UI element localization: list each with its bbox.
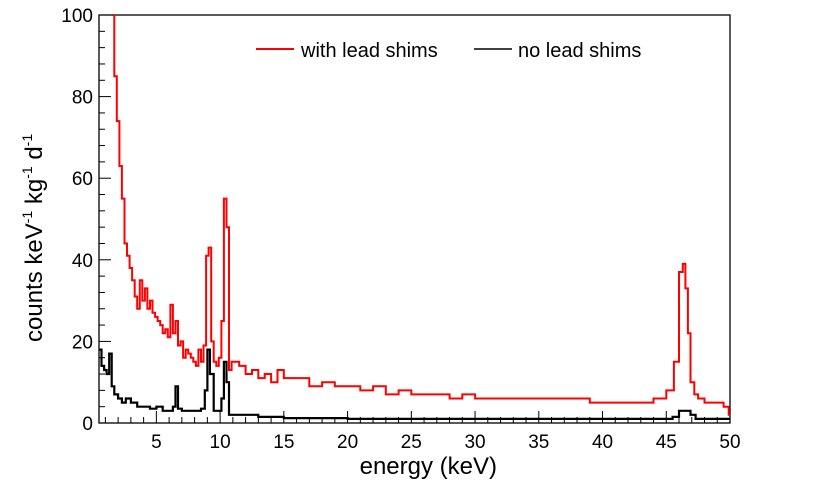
x-axis-title: energy (keV) xyxy=(360,453,497,480)
x-tick-label-30: 30 xyxy=(464,432,485,453)
x-tick-label-5: 5 xyxy=(151,432,162,453)
x-tick-label-10: 10 xyxy=(210,432,231,453)
legend-label-with-lead-shims: with lead shims xyxy=(300,40,438,62)
x-tick-label-50: 50 xyxy=(719,432,740,453)
series-line-no-lead-shims xyxy=(99,348,730,420)
x-tick-label-15: 15 xyxy=(273,432,294,453)
x-tick-label-25: 25 xyxy=(401,432,422,453)
y-axis-title: counts keV-1 kg-1 d-1 xyxy=(19,134,48,342)
y-tick-label-80: 80 xyxy=(72,88,93,109)
legend-label-no-lead-shims: no lead shims xyxy=(518,40,641,62)
y-tick-label-20: 20 xyxy=(72,332,93,353)
y-tick-label-100: 100 xyxy=(61,6,93,27)
legend: with lead shims no lead shims xyxy=(256,40,641,62)
y-tick-label-0: 0 xyxy=(82,414,93,435)
series-layer xyxy=(99,15,730,420)
x-tick-label-35: 35 xyxy=(528,432,549,453)
plot-frame xyxy=(98,14,731,424)
x-tick-label-20: 20 xyxy=(337,432,358,453)
x-tick-label-40: 40 xyxy=(592,432,613,453)
series-line-with-lead-shims xyxy=(111,15,730,416)
y-tick-label-60: 60 xyxy=(72,169,93,190)
axis-ticks: 5 10 15 20 25 30 35 40 45 50 0 20 40 60 80 100 xyxy=(61,6,740,453)
x-tick-label-45: 45 xyxy=(656,432,677,453)
y-tick-label-40: 40 xyxy=(72,251,93,272)
